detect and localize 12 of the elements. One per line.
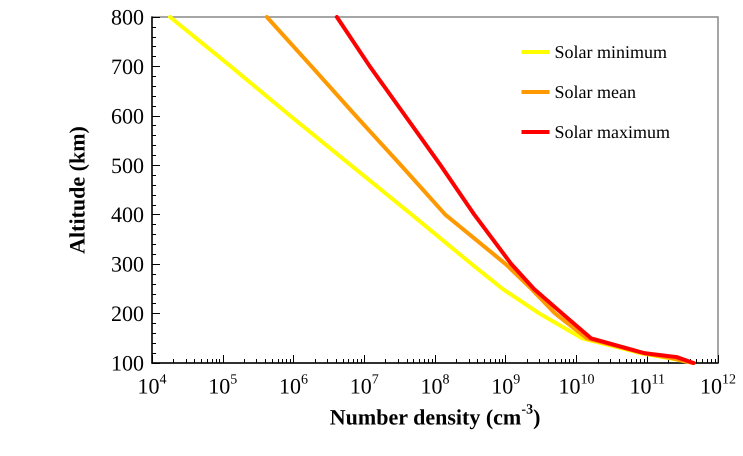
y-tick-label: 500 (111, 152, 144, 178)
legend-label: Solar maximum (554, 122, 670, 142)
y-tick-label: 300 (111, 252, 144, 277)
legend-label: Solar minimum (554, 42, 668, 62)
y-tick-label: 100 (111, 350, 144, 376)
y-tick-label: 400 (111, 202, 144, 228)
legend-label: Solar mean (554, 82, 636, 102)
y-tick-label: 200 (111, 301, 144, 326)
y-tick-label: 800 (111, 4, 144, 30)
y-tick-label: 600 (111, 103, 144, 128)
y-axis-title: Altitude (km) (64, 126, 90, 254)
y-tick-label: 700 (111, 54, 144, 79)
